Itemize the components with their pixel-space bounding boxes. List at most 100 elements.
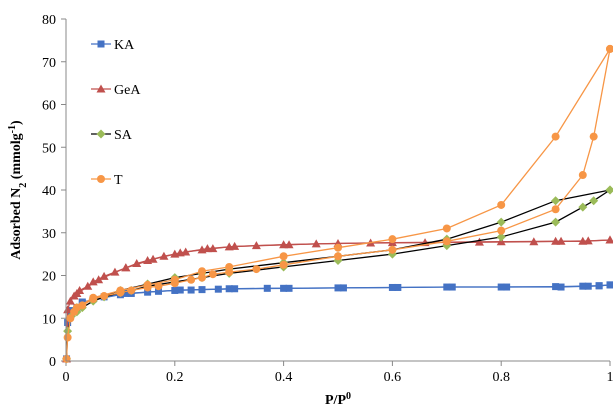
series-ka-point	[448, 283, 456, 291]
series-t-point	[334, 252, 342, 261]
series-t	[62, 44, 613, 363]
series-t-point	[100, 292, 109, 301]
legend-item-t: T	[91, 173, 123, 188]
series-t-point	[89, 293, 98, 302]
y-tick-label: 10	[42, 312, 56, 327]
series-sa-line-adsorption	[65, 189, 611, 359]
series-gea-point	[88, 277, 98, 286]
series-gea-point	[121, 263, 131, 272]
series-ka	[63, 281, 613, 363]
series-t-point	[252, 265, 261, 274]
series-ka-point	[171, 286, 179, 294]
series-gea-point	[72, 288, 82, 297]
series-t-point	[198, 267, 206, 276]
series-sa	[62, 185, 613, 364]
series-ka-point	[231, 285, 239, 293]
series-ka-line-adsorption	[65, 284, 611, 359]
series-gea-point	[529, 237, 539, 246]
series-gea-point	[110, 267, 120, 276]
legend-swatch-marker	[96, 84, 106, 93]
series-t-point	[143, 280, 152, 289]
legend: KA GeA SA T	[91, 38, 141, 188]
series-gea-point	[284, 240, 294, 249]
series-gea-point	[99, 271, 109, 280]
series-sa-point	[578, 202, 588, 212]
series-t-point	[116, 286, 125, 295]
y-tick-label: 0	[49, 355, 56, 370]
series-t-point	[497, 200, 506, 209]
series-sa-point	[551, 196, 561, 206]
series-t-point	[442, 237, 451, 246]
x-tick-label: 0.4	[275, 370, 293, 385]
legend-label: SA	[114, 128, 133, 143]
series-t-point	[127, 286, 136, 295]
series-gea-point	[251, 241, 261, 250]
series-ka-point	[584, 282, 592, 290]
series-ka-point	[557, 283, 565, 291]
legend-item-gea: GeA	[91, 83, 141, 98]
series-t-point	[198, 273, 206, 282]
series-sa-point	[605, 185, 613, 195]
series-gea-point	[148, 254, 158, 263]
series-t-point	[154, 282, 163, 291]
series-t-point	[578, 171, 587, 180]
y-axis-title-close: )	[9, 120, 24, 125]
x-tick-label: 0	[63, 370, 70, 385]
series-ka-point	[263, 284, 271, 292]
series-t-point	[589, 132, 598, 141]
series-ka-point	[497, 283, 505, 291]
series-ka-point	[388, 283, 396, 291]
series-ka-point	[443, 283, 451, 291]
series-gea-point	[132, 259, 142, 268]
series-ka-point	[225, 285, 233, 293]
series-gea-point	[556, 236, 566, 245]
series-ka-point	[552, 283, 560, 291]
series-t-point	[606, 44, 613, 53]
series-ka-point	[503, 283, 511, 291]
series-gea-point	[474, 237, 484, 246]
series-ka-point	[394, 283, 402, 291]
y-axis-title-unit-sup: -1	[7, 125, 18, 133]
x-axis-title-sup: 0	[346, 391, 351, 402]
y-tick-label: 70	[42, 56, 56, 71]
series-ka-point	[176, 286, 184, 294]
x-tick-label: 1	[607, 370, 613, 385]
series-ka-point	[280, 284, 288, 292]
series-t-point	[442, 224, 451, 233]
series-t-point	[66, 314, 75, 323]
series-t-line-adsorption	[65, 48, 611, 359]
series-t-point	[551, 132, 560, 141]
series-gea-point	[181, 247, 191, 256]
series-t-line-desorption	[76, 48, 611, 309]
series-t-point	[170, 275, 179, 284]
series-ka-point	[606, 281, 613, 289]
series-ka-point	[122, 289, 130, 297]
series-ka-point	[595, 282, 603, 290]
legend-label: T	[114, 173, 123, 188]
series-gea-point	[311, 239, 321, 248]
series-t-point	[334, 243, 342, 252]
series-gea-line-desorption	[76, 239, 611, 295]
series-ka-point	[214, 285, 222, 293]
y-tick-label: 60	[42, 99, 56, 114]
series-t-point	[63, 333, 72, 342]
series-t-point	[279, 252, 288, 261]
series-sa-point	[496, 217, 506, 227]
series-gea-point	[583, 236, 593, 245]
series-ka-point	[334, 284, 342, 292]
series-sa-point	[589, 196, 599, 206]
x-axis-title-main: P/P	[325, 393, 346, 408]
x-tick-label: 0.6	[384, 370, 402, 385]
y-tick-label: 30	[42, 227, 56, 242]
legend-item-sa: SA	[91, 128, 133, 143]
series-gea-point	[159, 251, 169, 260]
y-axis-title-unit: (mmolg	[9, 133, 24, 182]
series-gea-point	[605, 235, 613, 244]
legend-swatch-marker	[97, 175, 105, 183]
series-ka-point	[144, 288, 152, 296]
series-gea-point	[63, 305, 73, 314]
series-t-point	[187, 275, 196, 284]
series-t-point	[388, 245, 397, 254]
series-gea-point	[94, 275, 104, 284]
